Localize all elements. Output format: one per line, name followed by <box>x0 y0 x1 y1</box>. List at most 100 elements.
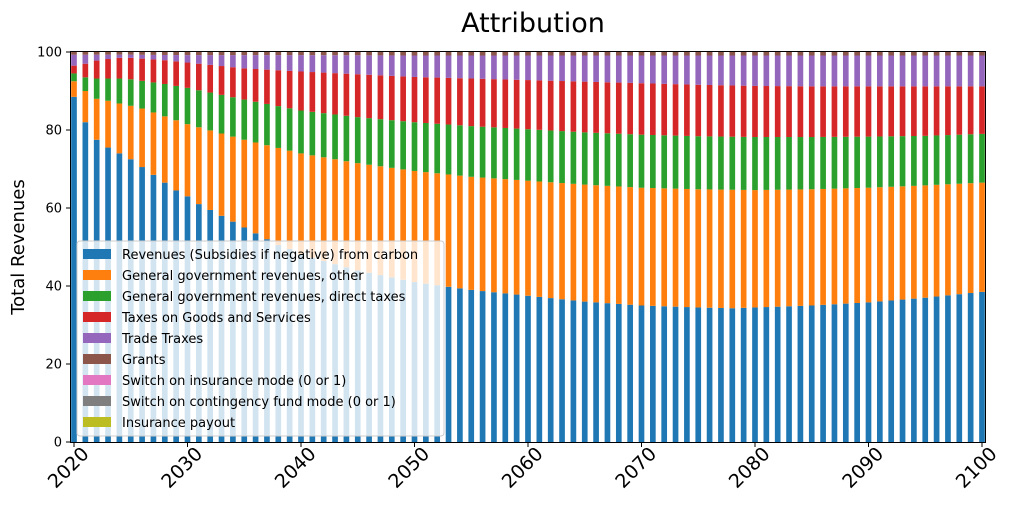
bar-segment-5-2067 <box>604 52 611 56</box>
bar-segment-1-2044 <box>343 161 350 268</box>
bar-segment-1-2037 <box>264 145 270 240</box>
bar-segment-1-2096 <box>933 184 940 297</box>
bar-segment-3-2042 <box>320 72 327 114</box>
y-tick-label-100: 100 <box>37 46 62 61</box>
bar-segment-5-2037 <box>264 52 270 56</box>
bar-segment-2-2029 <box>173 85 179 121</box>
bar-segment-1-2057 <box>491 178 497 293</box>
bar-segment-0-2053 <box>445 286 452 442</box>
bar-segment-0-2075 <box>695 307 702 442</box>
bar-segment-1-2025 <box>127 105 134 160</box>
bar-segment-0-2092 <box>888 300 895 442</box>
bar-segment-5-2079 <box>740 52 747 56</box>
bar-segment-3-2056 <box>479 78 486 127</box>
bar-segment-1-2050 <box>411 170 418 283</box>
bar-segment-1-2098 <box>956 183 963 295</box>
bar-segment-2-2031 <box>196 90 202 128</box>
bar-segment-2-2096 <box>933 135 940 185</box>
bar-segment-3-2033 <box>218 66 225 95</box>
bar-segment-0-2078 <box>729 308 736 442</box>
bar-segment-0-2095 <box>922 297 929 442</box>
bar-segment-0-2062 <box>547 298 554 442</box>
bar-segment-2-2095 <box>922 135 929 186</box>
bar-segment-4-2055 <box>468 55 475 79</box>
legend-swatch-6 <box>83 375 111 385</box>
bar-segment-5-2052 <box>434 52 441 56</box>
bar-segment-0-2064 <box>570 300 577 442</box>
bar-segment-3-2037 <box>264 69 270 104</box>
bar-segment-0-2088 <box>842 303 849 442</box>
bar-segment-4-2097 <box>945 55 951 87</box>
bar-segment-0-2067 <box>604 303 611 442</box>
bar-segment-1-2036 <box>252 142 259 234</box>
bar-segment-1-2084 <box>797 189 804 306</box>
bar-segment-4-2065 <box>581 55 588 82</box>
bar-segment-0-2098 <box>956 294 963 442</box>
bar-segment-1-2055 <box>468 176 475 290</box>
bar-segment-3-2077 <box>718 85 724 137</box>
y-axis-label: Total Revenues <box>8 179 29 316</box>
bar-segment-2-2048 <box>388 120 395 168</box>
bar-segment-1-2034 <box>230 136 236 222</box>
bar-segment-1-2089 <box>854 188 860 303</box>
bar-segment-3-2079 <box>740 85 747 137</box>
bar-segment-2-2080 <box>752 137 758 191</box>
bar-segment-2-2053 <box>445 124 452 175</box>
bar-segment-3-2074 <box>684 84 690 136</box>
bar-segment-0-2090 <box>865 302 872 442</box>
x-tick-label-2060: 2060 <box>498 443 548 493</box>
bar-segment-0-2079 <box>740 307 747 442</box>
bar-segment-3-2094 <box>911 86 917 137</box>
bar-segment-1-2021 <box>82 91 89 123</box>
bar-segment-3-2053 <box>445 77 452 125</box>
bar-segment-3-2080 <box>752 85 758 138</box>
bar-segment-5-2039 <box>286 52 293 56</box>
bar-segment-1-2051 <box>423 172 429 284</box>
bar-segment-0-2083 <box>786 306 792 442</box>
bar-segment-3-2057 <box>491 79 497 128</box>
bar-segment-5-2036 <box>252 52 259 56</box>
bar-segment-3-2022 <box>93 60 100 79</box>
bar-segment-4-2074 <box>684 55 690 85</box>
bar-segment-2-2030 <box>184 87 191 125</box>
bar-segment-2-2094 <box>911 136 917 186</box>
bar-segment-0-2058 <box>502 293 509 442</box>
bar-segment-1-2039 <box>286 150 293 249</box>
legend-swatch-7 <box>83 396 111 406</box>
bar-segment-1-2081 <box>763 189 770 308</box>
bar-segment-3-2084 <box>797 86 804 138</box>
bar-segment-1-2077 <box>718 189 724 308</box>
x-axis: 2020 2030 2040 2050 2060 2070 2080 2090 2100 <box>44 442 1002 493</box>
bar-segment-0-2077 <box>718 307 724 442</box>
bar-segment-1-2056 <box>479 177 486 292</box>
bar-segment-4-2088 <box>842 55 849 87</box>
bar-segment-5-2066 <box>593 52 599 56</box>
bar-segment-4-2049 <box>400 55 406 77</box>
bar-segment-5-2035 <box>241 52 248 56</box>
bar-segment-2-2034 <box>230 97 236 137</box>
bar-segment-5-2047 <box>377 52 384 56</box>
bar-segment-4-2099 <box>967 55 974 87</box>
bar-segment-3-2092 <box>888 86 895 137</box>
bar-segment-2-2074 <box>684 135 690 189</box>
legend-swatch-3 <box>83 312 111 322</box>
bar-segment-2-2051 <box>423 122 429 173</box>
bar-segment-4-2032 <box>207 55 214 65</box>
legend-swatch-0 <box>83 249 111 259</box>
bar-segment-1-2093 <box>899 186 906 300</box>
bar-segment-2-2060 <box>525 129 531 181</box>
legend-label-5: Grants <box>122 353 166 368</box>
bar-segment-5-2073 <box>672 52 679 56</box>
chart-title: Attribution <box>461 8 605 39</box>
bar-segment-2-2098 <box>956 134 963 184</box>
bar-segment-2-2083 <box>786 137 792 190</box>
bar-segment-3-2086 <box>820 86 826 137</box>
bar-segment-1-2082 <box>774 189 781 307</box>
bar-segment-5-2023 <box>105 52 111 55</box>
y-tick-label-0: 0 <box>54 436 62 451</box>
bar-segment-4-2034 <box>230 55 236 68</box>
legend-label-2: General government revenues, direct taxe… <box>122 290 406 305</box>
bar-segment-2-2086 <box>820 136 826 189</box>
bar-segment-3-2035 <box>241 68 248 100</box>
bar-segment-4-2082 <box>774 55 781 87</box>
